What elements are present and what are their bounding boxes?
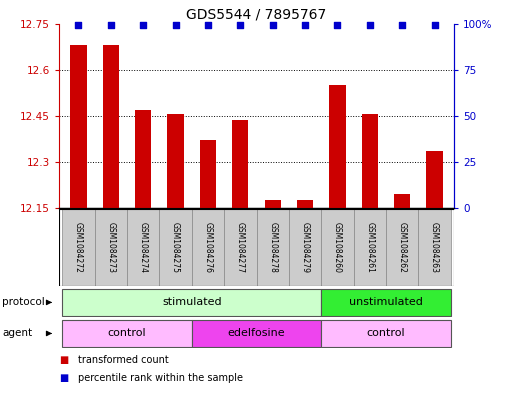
Point	[301, 21, 309, 28]
Text: control: control	[367, 328, 405, 338]
Bar	[63, 289, 321, 316]
Bar	[362, 114, 378, 208]
Text: GSM1084278: GSM1084278	[268, 222, 277, 273]
Point	[366, 21, 374, 28]
Point	[107, 21, 115, 28]
Point	[333, 21, 342, 28]
Text: GSM1084272: GSM1084272	[74, 222, 83, 273]
Text: GSM1084276: GSM1084276	[204, 222, 212, 273]
Bar	[329, 85, 346, 208]
Point	[398, 21, 406, 28]
Bar	[94, 209, 127, 286]
Bar	[200, 140, 216, 208]
Point	[269, 21, 277, 28]
Bar	[289, 209, 321, 286]
Bar	[322, 320, 450, 347]
Bar	[394, 194, 410, 208]
Point	[74, 21, 83, 28]
Point	[236, 21, 244, 28]
Text: GSM1084260: GSM1084260	[333, 222, 342, 273]
Bar	[135, 110, 151, 208]
Bar	[160, 209, 192, 286]
Bar	[297, 200, 313, 208]
Text: edelfosine: edelfosine	[228, 328, 285, 338]
Text: GSM1084275: GSM1084275	[171, 222, 180, 273]
Text: percentile rank within the sample: percentile rank within the sample	[78, 373, 244, 384]
Text: ■: ■	[59, 373, 68, 384]
Bar	[62, 209, 94, 286]
Text: protocol: protocol	[2, 298, 45, 307]
Text: GSM1084279: GSM1084279	[301, 222, 309, 273]
Text: stimulated: stimulated	[162, 297, 222, 307]
Title: GDS5544 / 7895767: GDS5544 / 7895767	[186, 7, 327, 21]
Text: GSM1084263: GSM1084263	[430, 222, 439, 273]
Bar	[353, 209, 386, 286]
Bar	[224, 209, 256, 286]
Bar	[192, 209, 224, 286]
Bar	[321, 209, 353, 286]
Bar	[256, 209, 289, 286]
Text: GSM1084261: GSM1084261	[365, 222, 374, 273]
Bar	[103, 45, 119, 208]
Text: GSM1084273: GSM1084273	[106, 222, 115, 273]
Point	[204, 21, 212, 28]
Bar	[426, 151, 443, 208]
Bar	[386, 209, 419, 286]
Point	[430, 21, 439, 28]
Bar	[63, 320, 191, 347]
Bar	[322, 289, 450, 316]
Point	[139, 21, 147, 28]
Text: GSM1084262: GSM1084262	[398, 222, 407, 273]
Bar	[192, 320, 321, 347]
Point	[171, 21, 180, 28]
Text: transformed count: transformed count	[78, 354, 169, 365]
Text: GSM1084277: GSM1084277	[236, 222, 245, 273]
Text: unstimulated: unstimulated	[349, 297, 423, 307]
Bar	[265, 200, 281, 208]
Text: control: control	[108, 328, 146, 338]
Bar	[419, 209, 451, 286]
Text: agent: agent	[2, 329, 32, 338]
Bar	[167, 114, 184, 208]
Text: GSM1084274: GSM1084274	[139, 222, 148, 273]
Bar	[232, 120, 248, 208]
Bar	[70, 45, 87, 208]
Bar	[127, 209, 160, 286]
Text: ■: ■	[59, 354, 68, 365]
